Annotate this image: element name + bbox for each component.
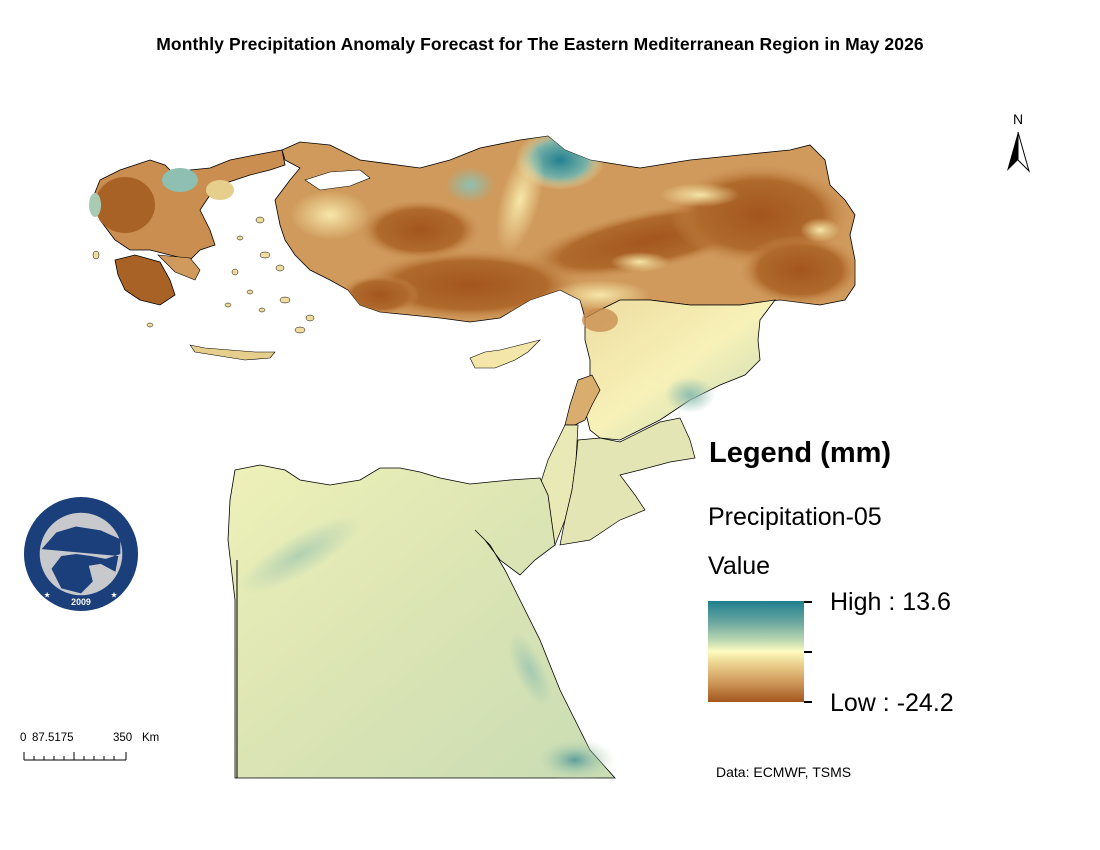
legend-tick-mid	[804, 651, 812, 653]
turkey-region	[274, 135, 856, 323]
logo-star-icon: ★	[111, 590, 118, 599]
emcc-logo: 2009 ★ ★	[23, 496, 139, 612]
logo-star-icon: ★	[44, 590, 51, 599]
map-title: Monthly Precipitation Anomaly Forecast f…	[156, 34, 924, 54]
scale-label-1: 87.5175	[32, 732, 74, 744]
greece-region	[89, 149, 315, 361]
legend-tick-low	[804, 701, 812, 703]
north-arrow-icon: N	[1007, 111, 1031, 173]
egypt-region	[227, 464, 616, 782]
legend-low-label: Low : -24.2	[830, 689, 954, 717]
jordan-region	[559, 417, 696, 546]
legend-tick-high	[804, 601, 812, 603]
legend-title: Legend (mm)	[709, 437, 892, 469]
north-label: N	[1013, 111, 1023, 127]
scale-label-3: Km	[142, 732, 160, 744]
cyprus-region	[469, 339, 541, 369]
scale-bar	[23, 752, 127, 761]
legend-layer-name: Precipitation-05	[708, 503, 882, 531]
legend-color-ramp	[708, 601, 804, 702]
scale-label-0: 0	[20, 732, 27, 744]
data-source: Data: ECMWF, TSMS	[716, 764, 852, 780]
legend-field-name: Value	[708, 552, 771, 580]
logo-year: 2009	[71, 597, 91, 607]
scale-label-2: 350	[113, 732, 133, 744]
legend-high-label: High : 13.6	[830, 588, 951, 616]
